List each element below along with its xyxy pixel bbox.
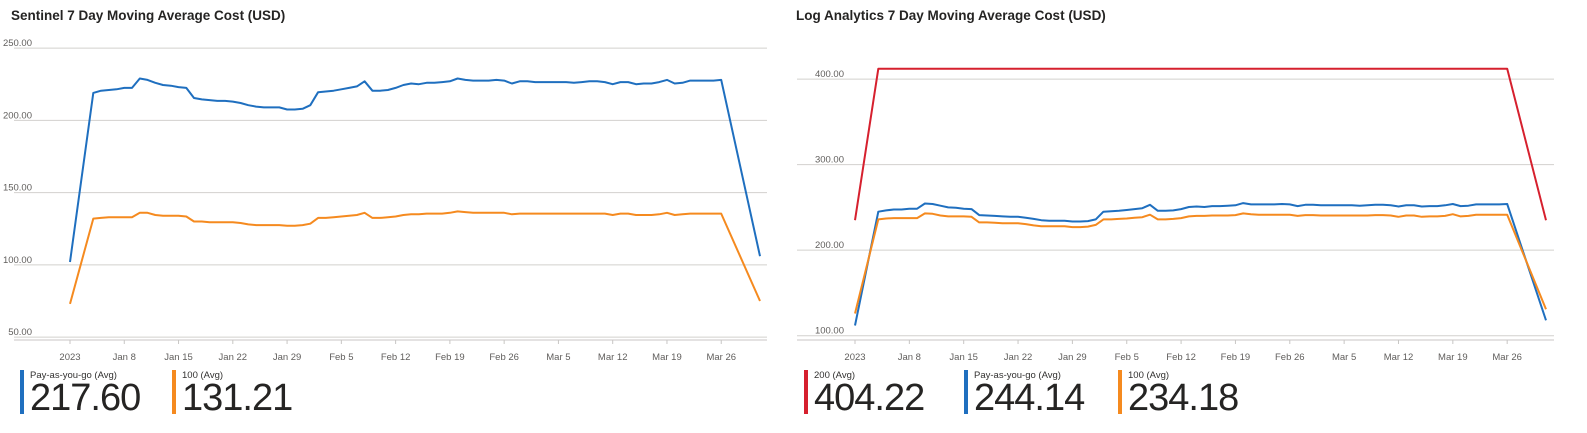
x-tick-label: 2023 (59, 352, 80, 363)
y-tick-label: 150.00 (3, 183, 32, 194)
y-tick-label: 50.00 (8, 327, 32, 338)
x-tick-label: Feb 19 (1221, 352, 1251, 363)
x-tick-label: Feb 26 (1275, 352, 1305, 363)
x-tick-label: Mar 26 (1492, 352, 1522, 363)
x-tick-label: Jan 22 (219, 352, 248, 363)
y-tick-label: 300.00 (815, 155, 844, 166)
legend-summary-value: 234.18 (1128, 378, 1238, 418)
legend-summary-value: 404.22 (814, 378, 924, 418)
y-tick-label: 400.00 (815, 69, 844, 80)
sentinel-cost-panel: Sentinel 7 Day Moving Average Cost (USD)… (0, 0, 785, 433)
x-tick-label: Jan 8 (113, 352, 136, 363)
x-tick-label: Jan 15 (164, 352, 193, 363)
x-tick-label: Mar 19 (1438, 352, 1468, 363)
x-tick-label: Feb 5 (329, 352, 353, 363)
y-tick-label: 100.00 (815, 326, 844, 337)
x-tick-label: Jan 29 (1058, 352, 1087, 363)
x-tick-label: Mar 12 (598, 352, 628, 363)
x-tick-label: Jan 8 (898, 352, 921, 363)
series-line[interactable] (855, 203, 1546, 325)
log-analytics-line-chart[interactable]: 400.00 300.00 200.00 100.00 2023 Jan 8 Jan 15 J… (790, 0, 1587, 433)
x-tick-label: Mar 26 (706, 352, 736, 363)
x-tick-label: Mar 19 (652, 352, 682, 363)
series-line[interactable] (855, 213, 1546, 313)
x-tick-label: Feb 12 (381, 352, 411, 363)
y-tick-label: 250.00 (3, 38, 32, 49)
sentinel-line-chart[interactable]: 250.00 200.00 150.00 100.00 50.00 2023 Jan 8 Ja… (0, 0, 785, 433)
x-tick-label: Feb 12 (1166, 352, 1196, 363)
y-tick-label: 200.00 (815, 240, 844, 251)
log-analytics-cost-panel: Log Analytics 7 Day Moving Average Cost … (790, 0, 1587, 433)
x-tick-label: Feb 5 (1115, 352, 1139, 363)
x-tick-label: Jan 29 (273, 352, 302, 363)
x-tick-label: Jan 15 (949, 352, 978, 363)
x-tick-label: Mar 12 (1384, 352, 1414, 363)
legend-color-bar (964, 370, 968, 414)
x-tick-label: Mar 5 (546, 352, 570, 363)
x-tick-label: 2023 (844, 352, 865, 363)
legend-color-bar (20, 370, 24, 414)
legend-color-bar (172, 370, 176, 414)
series-line[interactable] (70, 79, 760, 263)
legend-summary-value: 217.60 (30, 378, 140, 418)
legend-summary-value: 244.14 (974, 378, 1084, 418)
x-tick-label: Jan 22 (1004, 352, 1033, 363)
legend-color-bar (1118, 370, 1122, 414)
x-tick-label: Mar 5 (1332, 352, 1356, 363)
y-tick-label: 100.00 (3, 255, 32, 266)
y-tick-label: 200.00 (3, 110, 32, 121)
series-line[interactable] (70, 211, 760, 304)
x-tick-label: Feb 26 (489, 352, 519, 363)
legend-summary-value: 131.21 (182, 378, 292, 418)
series-line[interactable] (855, 69, 1546, 220)
x-tick-label: Feb 19 (435, 352, 465, 363)
legend-color-bar (804, 370, 808, 414)
